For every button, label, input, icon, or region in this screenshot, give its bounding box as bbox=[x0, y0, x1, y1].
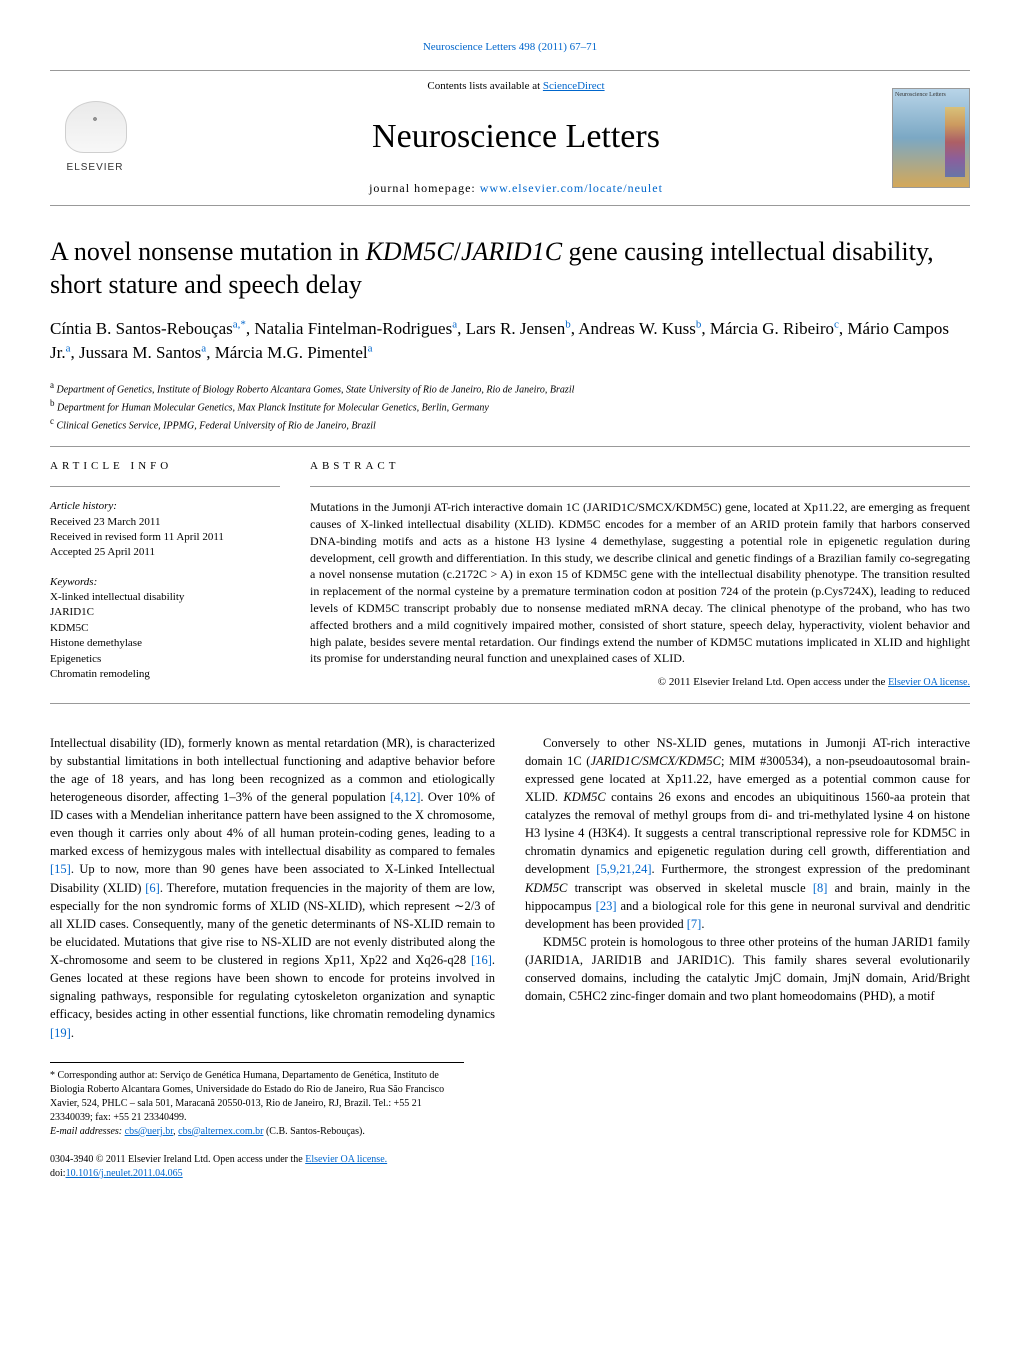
contents-line: Contents lists available at ScienceDirec… bbox=[140, 79, 892, 94]
affiliation-c: c Clinical Genetics Service, IPPMG, Fede… bbox=[50, 415, 970, 433]
affiliation-a: a Department of Genetics, Institute of B… bbox=[50, 379, 970, 397]
running-head: Neuroscience Letters 498 (2011) 67–71 bbox=[50, 40, 970, 55]
keyword-0: X-linked intellectual disability bbox=[50, 590, 280, 605]
copyright-line: © 2011 Elsevier Ireland Ltd. Open access… bbox=[310, 675, 970, 690]
masthead: ELSEVIER Contents lists available at Sci… bbox=[50, 70, 970, 206]
doi-license-prefix: Open access under the bbox=[213, 1154, 305, 1165]
abstract: abstract Mutations in the Jumonji AT-ric… bbox=[310, 459, 970, 691]
rule-info bbox=[50, 486, 280, 487]
cite-4-12[interactable]: [4,12] bbox=[390, 790, 420, 804]
elsevier-tree-icon bbox=[60, 101, 130, 161]
cover-label: Neuroscience Letters bbox=[895, 92, 946, 98]
history-received: Received 23 March 2011 bbox=[50, 515, 280, 530]
cite-5-9-21-24[interactable]: [5,9,21,24] bbox=[596, 862, 651, 876]
cite-8[interactable]: [8] bbox=[813, 881, 828, 895]
info-head: article info bbox=[50, 459, 280, 474]
license-prefix: Open access under the bbox=[787, 676, 888, 688]
license-link[interactable]: Elsevier OA license. bbox=[888, 677, 970, 688]
authors: Cíntia B. Santos-Rebouçasa,*, Natalia Fi… bbox=[50, 317, 970, 365]
body-p1: Intellectual disability (ID), formerly k… bbox=[50, 734, 495, 1042]
affiliations: a Department of Genetics, Institute of B… bbox=[50, 379, 970, 434]
elsevier-logo: ELSEVIER bbox=[50, 93, 140, 183]
contents-prefix: Contents lists available at bbox=[427, 80, 542, 92]
keywords-block: Keywords: X-linked intellectual disabili… bbox=[50, 575, 280, 683]
homepage-line: journal homepage: www.elsevier.com/locat… bbox=[140, 180, 892, 197]
cite-19[interactable]: [19] bbox=[50, 1026, 71, 1040]
footnotes: * Corresponding author at: Serviço de Ge… bbox=[50, 1062, 464, 1139]
journal-name: Neuroscience Letters bbox=[140, 113, 892, 161]
keyword-4: Epigenetics bbox=[50, 652, 280, 667]
cite-15[interactable]: [15] bbox=[50, 862, 71, 876]
sciencedirect-link[interactable]: ScienceDirect bbox=[543, 80, 605, 92]
journal-cover-thumb: Neuroscience Letters bbox=[892, 88, 970, 188]
copyright-text: © 2011 Elsevier Ireland Ltd. bbox=[658, 676, 787, 688]
history-block: Article history: Received 23 March 2011 … bbox=[50, 499, 280, 561]
masthead-center: Contents lists available at ScienceDirec… bbox=[140, 79, 892, 197]
doi-license-link[interactable]: Elsevier OA license. bbox=[305, 1154, 387, 1165]
article-title: A novel nonsense mutation in KDM5C/JARID… bbox=[50, 236, 970, 301]
email-2[interactable]: cbs@alternex.com.br bbox=[178, 1126, 263, 1137]
affiliation-c-text: Clinical Genetics Service, IPPMG, Federa… bbox=[57, 421, 376, 432]
abstract-text: Mutations in the Jumonji AT-rich interac… bbox=[310, 499, 970, 667]
rule-bottom bbox=[50, 703, 970, 704]
history-label: Article history: bbox=[50, 499, 280, 514]
cite-7[interactable]: [7] bbox=[687, 917, 702, 931]
publisher-name: ELSEVIER bbox=[67, 161, 124, 175]
cite-23[interactable]: [23] bbox=[596, 899, 617, 913]
issn-line: 0304-3940 © 2011 Elsevier Ireland Ltd. bbox=[50, 1154, 213, 1165]
doi-block: 0304-3940 © 2011 Elsevier Ireland Ltd. O… bbox=[50, 1153, 970, 1181]
affiliation-a-text: Department of Genetics, Institute of Bio… bbox=[57, 384, 575, 395]
email-tail: (C.B. Santos-Rebouças). bbox=[263, 1126, 364, 1137]
article-info: article info Article history: Received 2… bbox=[50, 459, 280, 691]
body-p2: Conversely to other NS-XLID genes, mutat… bbox=[525, 734, 970, 933]
abstract-head: abstract bbox=[310, 459, 970, 474]
body-p3: KDM5C protein is homologous to three oth… bbox=[525, 933, 970, 1006]
corresponding-author: * Corresponding author at: Serviço de Ge… bbox=[50, 1069, 464, 1125]
cite-16[interactable]: [16] bbox=[471, 953, 492, 967]
rule-abstract bbox=[310, 486, 970, 487]
keyword-1: JARID1C bbox=[50, 605, 280, 620]
keyword-3: Histone demethylase bbox=[50, 636, 280, 651]
affiliation-b: b Department for Human Molecular Genetic… bbox=[50, 397, 970, 415]
cite-6[interactable]: [6] bbox=[145, 881, 160, 895]
history-revised: Received in revised form 11 April 2011 bbox=[50, 530, 280, 545]
body-text: Intellectual disability (ID), formerly k… bbox=[50, 734, 970, 1042]
email-line: E-mail addresses: cbs@uerj.br, cbs@alter… bbox=[50, 1125, 464, 1139]
info-abstract-row: article info Article history: Received 2… bbox=[50, 459, 970, 691]
keyword-2: KDM5C bbox=[50, 621, 280, 636]
history-accepted: Accepted 25 April 2011 bbox=[50, 545, 280, 560]
keyword-5: Chromatin remodeling bbox=[50, 667, 280, 682]
doi-link[interactable]: 10.1016/j.neulet.2011.04.065 bbox=[66, 1168, 183, 1179]
homepage-link[interactable]: www.elsevier.com/locate/neulet bbox=[480, 181, 663, 195]
email-1[interactable]: cbs@uerj.br bbox=[125, 1126, 174, 1137]
doi-label: doi: bbox=[50, 1168, 66, 1179]
rule-top bbox=[50, 446, 970, 447]
email-label: E-mail addresses: bbox=[50, 1126, 125, 1137]
affiliation-b-text: Department for Human Molecular Genetics,… bbox=[57, 402, 489, 413]
homepage-label: journal homepage: bbox=[369, 181, 480, 195]
keywords-label: Keywords: bbox=[50, 575, 280, 590]
